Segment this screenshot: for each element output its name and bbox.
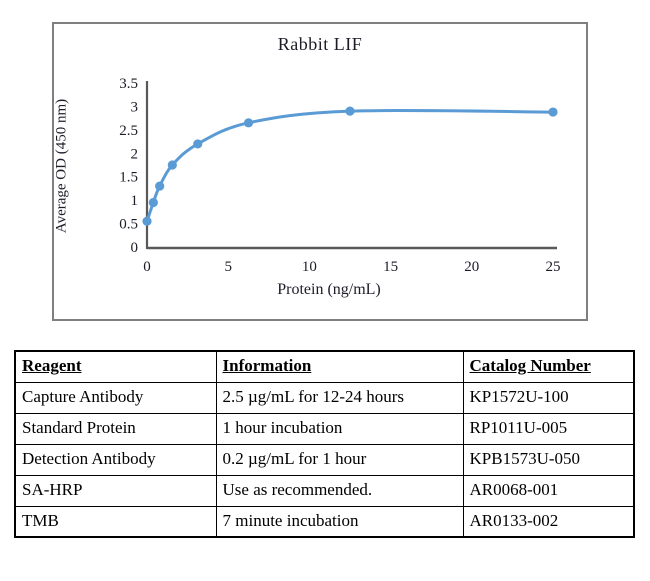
catalog-number-cell: KPB1573U-050 <box>462 443 635 476</box>
chart-title: Rabbit LIF <box>277 34 363 54</box>
data-point-marker <box>193 139 203 149</box>
x-tick-label: 10 <box>302 259 317 275</box>
catalog-number-cell: AR0068-001 <box>462 474 635 507</box>
y-axis-title-text: Average OD (450 nm) <box>53 98 70 234</box>
table-row: Standard Protein 1 hour incubation RP1011U… <box>14 412 635 445</box>
information-cell: 1 hour incubation <box>215 412 464 445</box>
reagent-cell: Capture Antibody <box>14 381 217 414</box>
x-tick-label: 25 <box>546 259 561 275</box>
reagent-cell: TMB <box>14 505 217 538</box>
table-row: TMB 7 minute incubation AR0133-002 <box>14 505 635 538</box>
table-row: SA-HRP Use as recommended. AR0068-001 <box>14 474 635 507</box>
reagent-table: Reagent Information Catalog Number Captu… <box>14 350 635 538</box>
header-catalog-number: Catalog Number <box>462 350 635 383</box>
table-row: Detection Antibody 0.2 µg/mL for 1 hour KP… <box>14 443 635 476</box>
data-point-marker <box>345 106 355 116</box>
y-tick-label: 2 <box>131 146 139 162</box>
information-cell: 2.5 µg/mL for 12-24 hours <box>215 381 464 414</box>
header-reagent: Reagent <box>14 350 217 383</box>
y-tick-label: 0.5 <box>119 217 138 233</box>
y-tick-label: 1.5 <box>119 170 138 186</box>
data-point-marker <box>243 118 254 128</box>
standard-curve-panel: Rabbit LIF 0 5 10 15 20 25 0 0.5 1 1.5 2 2.5 3 3.5 Av… <box>52 22 588 321</box>
table-row: Capture Antibody 2.5 µg/mL for 12-24 hour… <box>14 381 635 414</box>
reagent-cell: SA-HRP <box>14 474 217 507</box>
data-point-marker <box>155 181 165 191</box>
x-tick-label: 0 <box>143 259 151 275</box>
header-information: Information <box>215 350 464 383</box>
y-tick-label: 3.5 <box>119 76 138 92</box>
x-tick-label: 20 <box>464 259 479 275</box>
catalog-number-cell: AR0133-002 <box>462 505 635 538</box>
catalog-number-cell: KP1572U-100 <box>462 381 635 414</box>
x-tick-label: 15 <box>383 259 398 275</box>
reagent-cell: Detection Antibody <box>14 443 217 476</box>
reagent-cell: Standard Protein <box>14 412 217 445</box>
y-tick-label: 1 <box>131 193 139 209</box>
data-point-marker <box>167 160 177 170</box>
series-line <box>145 108 555 223</box>
information-cell: 0.2 µg/mL for 1 hour <box>215 443 464 476</box>
line-chart: 0 5 10 15 20 25 0 0.5 1 1.5 2 2.5 3 3.5 <box>119 76 561 275</box>
information-cell: 7 minute incubation <box>215 505 464 538</box>
y-tick-label: 0 <box>131 240 139 256</box>
y-tick-label: 3 <box>131 99 139 115</box>
y-tick-label: 2.5 <box>119 123 138 139</box>
data-point-marker <box>148 197 158 208</box>
x-axis-title: Protein (ng/mL) <box>277 281 381 298</box>
data-point-marker <box>142 216 152 226</box>
x-tick-label: 5 <box>224 259 232 275</box>
data-point-marker <box>548 107 558 117</box>
table-header-row: Reagent Information Catalog Number <box>14 350 635 383</box>
catalog-number-cell: RP1011U-005 <box>462 412 635 445</box>
information-cell: Use as recommended. <box>215 474 464 507</box>
